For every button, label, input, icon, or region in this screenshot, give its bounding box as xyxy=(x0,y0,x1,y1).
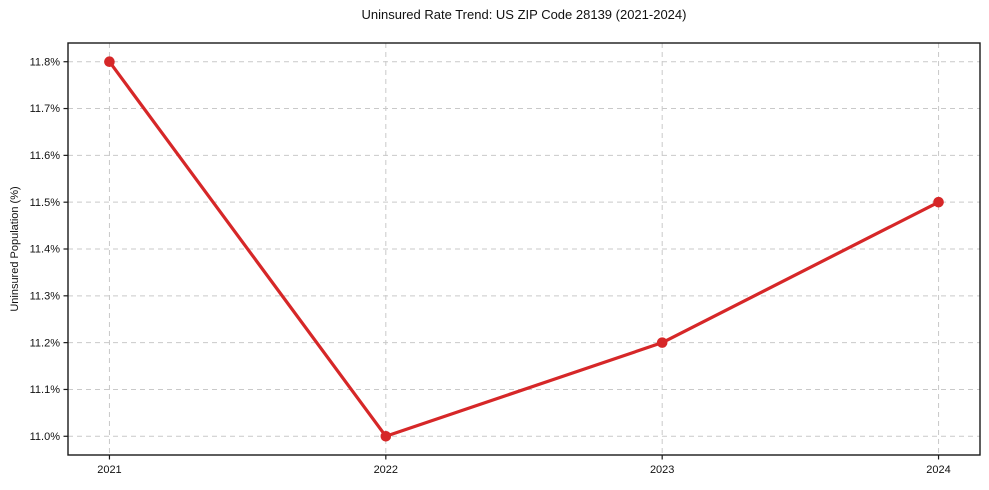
data-point-marker xyxy=(656,337,668,348)
y-tick-label: 11.0% xyxy=(30,431,61,443)
y-tick-label: 11.2% xyxy=(30,337,61,349)
y-tick-label: 11.8% xyxy=(30,56,61,68)
x-tick-label: 2021 xyxy=(97,464,121,476)
chart-title: Uninsured Rate Trend: US ZIP Code 28139 … xyxy=(361,7,687,22)
trend-line xyxy=(107,60,941,438)
data-point-marker xyxy=(380,430,392,442)
x-tick-label: 2023 xyxy=(650,464,674,476)
data-point-marker xyxy=(933,196,944,208)
x-tick-label: 2022 xyxy=(374,464,398,476)
y-tick-label: 11.3% xyxy=(30,290,61,302)
y-tick-label: 11.1% xyxy=(30,384,61,396)
y-tick-label: 11.6% xyxy=(30,150,61,162)
data-point-marker xyxy=(104,56,115,68)
y-tick-label: 11.7% xyxy=(30,103,61,115)
x-tick-label: 2024 xyxy=(926,464,950,476)
y-tick-label: 11.4% xyxy=(30,244,61,256)
y-tick-label: 11.5% xyxy=(30,197,61,209)
